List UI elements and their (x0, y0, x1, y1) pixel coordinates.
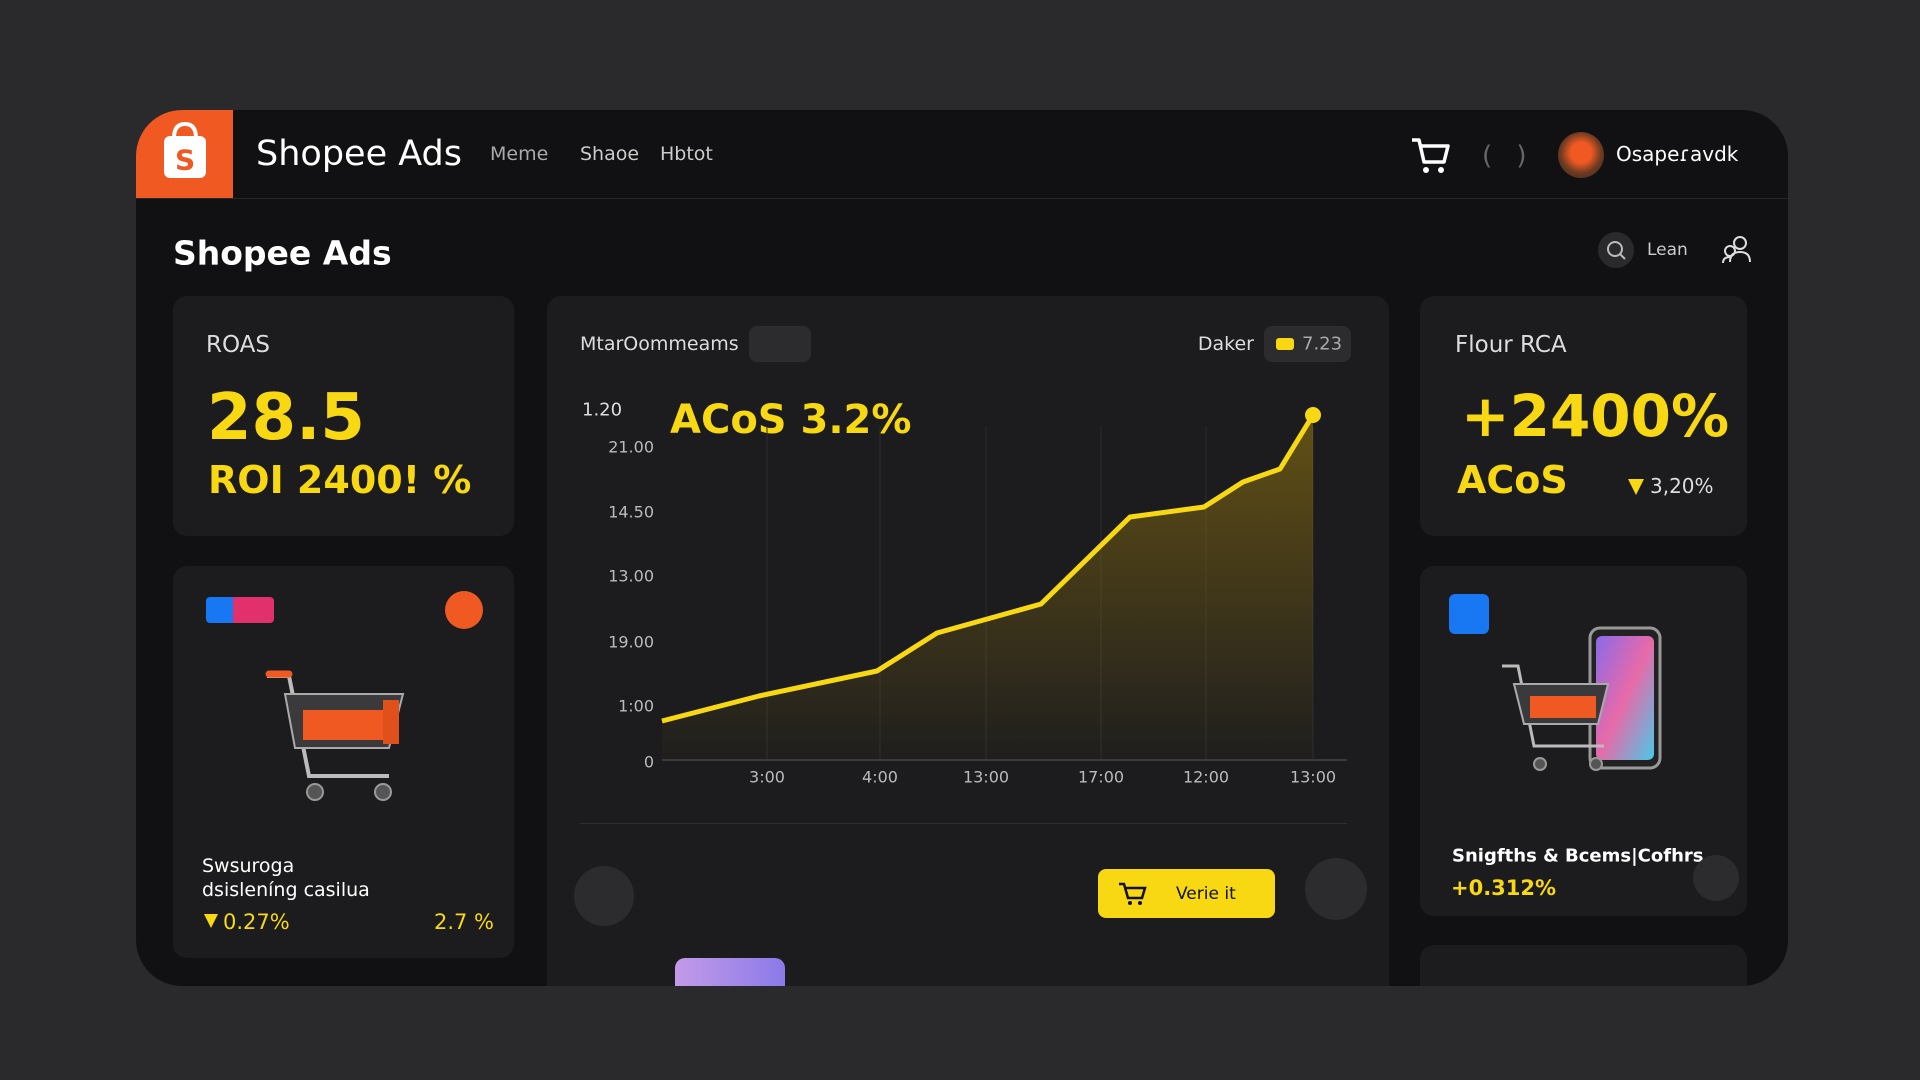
filter-label[interactable]: Daker (1197, 333, 1254, 355)
roas-value: 28.5 (207, 381, 365, 455)
trend-line (661, 413, 1316, 724)
x-tick-label: 4:00 (862, 768, 898, 787)
nav-item[interactable]: Meme (490, 143, 549, 165)
line-chart: 13:00 12:00 17:00 13:00 4:00 3:00 0 1:00 19.00 13… (608, 407, 1347, 787)
card-title: MtarOommeams (580, 333, 739, 355)
loading-icon: ( ) (1482, 141, 1535, 171)
nav-item[interactable]: Hbtot (660, 143, 713, 165)
cart-button[interactable] (574, 866, 634, 926)
headline: ACoS 3.2% (670, 397, 912, 443)
x-tick-label: 13:00 (1290, 768, 1336, 787)
brand: Shopee Ads (256, 134, 463, 174)
card-label: ROAS (206, 332, 271, 358)
product-share: 2.7 % (433, 910, 494, 934)
separator (580, 823, 1347, 824)
end-point (1305, 407, 1321, 423)
x-tick-label: 13:00 (963, 768, 1009, 787)
flour-value: +2400% (1461, 382, 1730, 450)
app-window: S Shopee Ads Meme Shaoe Hbtot ( ) Osapeɾ… (136, 110, 1788, 986)
roas-card: ROAS 28.5 ROI 2400! % (173, 296, 514, 536)
facebook-badge (206, 597, 274, 623)
product-card: Swsuroga dsisleníng casilua 0.27% 2.7 % (173, 566, 514, 958)
share-button[interactable] (445, 591, 483, 629)
badge-icon (1276, 338, 1294, 350)
logo[interactable]: S (136, 110, 233, 198)
promo-change: +0.312% (1451, 876, 1557, 900)
users-icon[interactable] (1721, 234, 1753, 266)
y-tick-label: 19.00 (608, 633, 654, 652)
phone-peek (675, 958, 785, 986)
avatar[interactable] (1558, 132, 1604, 178)
y-tick-label: 21.00 (608, 438, 654, 457)
performance-card: MtarOommeams Daker 7.23 1.20 ACoS 3.2% 1… (547, 296, 1389, 986)
search-button[interactable] (1598, 232, 1634, 268)
y-tick-label: 14.50 (608, 503, 654, 522)
area (662, 415, 1313, 760)
y-tick-label: 13.00 (608, 567, 654, 586)
close-button[interactable] (1305, 858, 1367, 920)
arrow-button[interactable] (1693, 855, 1739, 901)
cart-illustration (265, 670, 405, 801)
flour-card: Flour RCA +2400% ACoS 3,20% (1420, 296, 1747, 536)
facebook-icon (1449, 594, 1489, 634)
value-badge: 7.23 (1264, 326, 1351, 362)
button-label[interactable]: Verie it (1176, 884, 1236, 904)
promo-illustration (1502, 626, 1662, 771)
promo-card: Snigfths & Bcems|Cofhrs +0.312% (1420, 566, 1747, 916)
badge-value: 7.23 (1302, 333, 1343, 355)
search-icon (1607, 241, 1626, 260)
x-tick-label: 3:00 (749, 768, 785, 787)
page-title: Shopee Ads (173, 233, 392, 273)
y-tick-label: 0 (644, 753, 654, 772)
product-name: dsisleníng casilua (202, 879, 370, 901)
axis-top-label: 1.20 (582, 399, 623, 421)
user-name[interactable]: Osapeɾavdk (1616, 142, 1739, 166)
flour-metric: ACoS (1457, 458, 1568, 502)
logo-bag (164, 121, 206, 178)
logo-letter: S (175, 143, 196, 177)
x-tick-label: 17:00 (1078, 768, 1124, 787)
product-name: Swsuroga (202, 855, 295, 877)
primary-button[interactable]: Verie it (1098, 869, 1275, 918)
card-peek (1420, 945, 1747, 986)
flour-change: 3,20% (1650, 474, 1714, 498)
cart-icon[interactable] (1410, 136, 1452, 176)
button-cart-icon (1119, 882, 1147, 905)
down-arrow (204, 914, 218, 928)
promo-title: Snigfths & Bcems|Cofhrs (1452, 845, 1704, 867)
product-change: 0.27% (223, 910, 290, 934)
search-label[interactable]: Lean (1647, 240, 1688, 260)
nav-item[interactable]: Shaoe (580, 143, 640, 165)
x-tick-label: 12:00 (1183, 768, 1229, 787)
cart-filter[interactable] (749, 326, 811, 362)
header-bar (136, 110, 1788, 199)
down-arrow (1628, 479, 1644, 495)
roi-value: ROI 2400! % (208, 458, 472, 502)
y-tick-label: 1:00 (618, 697, 654, 716)
card-label: Flour RCA (1455, 332, 1567, 358)
